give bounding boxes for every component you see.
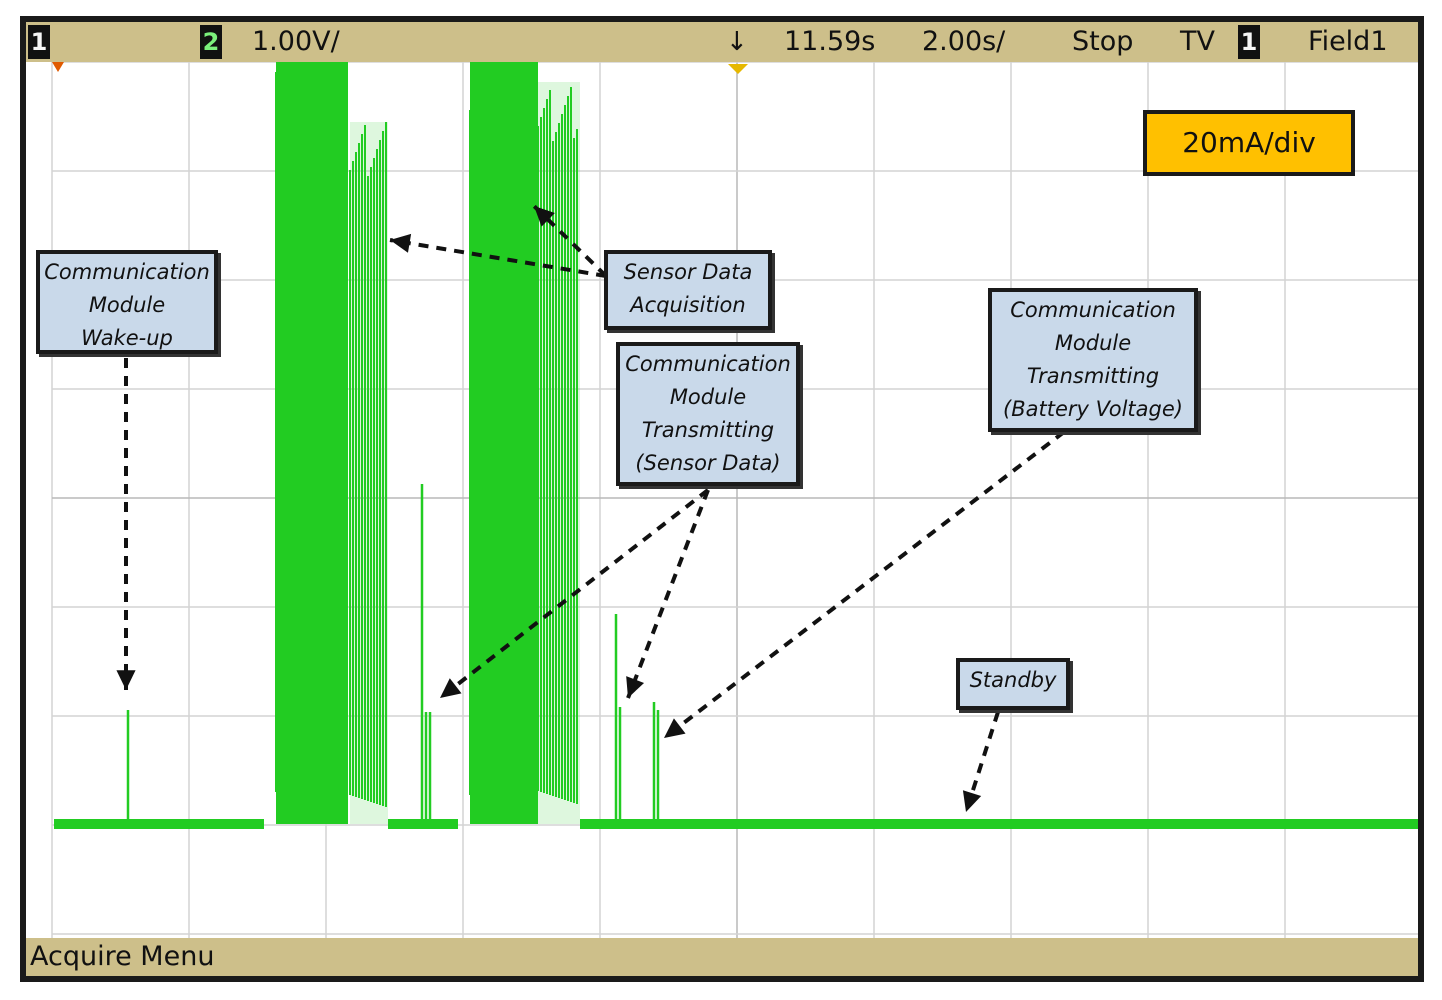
arrowhead-icon	[440, 678, 462, 698]
signal-trace	[54, 62, 1418, 829]
arrowhead-icon	[116, 670, 136, 690]
annotation-line: (Battery Voltage)	[1003, 397, 1183, 421]
arrowhead-icon	[664, 718, 686, 738]
channel-2-badge[interactable]: 2	[200, 25, 222, 59]
trigger-point-icon	[728, 64, 748, 74]
trigger-mode: TV	[1180, 26, 1215, 57]
annotation-line: Communication	[1010, 298, 1176, 322]
trace-baseline	[54, 819, 264, 829]
annotation-arrow	[389, 238, 607, 278]
waveform-screen	[26, 62, 1418, 938]
menu-bar	[26, 938, 1418, 976]
annotation-arrow	[438, 488, 710, 700]
annotation-line: Standby	[969, 668, 1057, 692]
annotation-line: Module	[669, 385, 747, 409]
annotation-arrow	[626, 489, 710, 699]
channel-1-badge[interactable]: 1	[28, 25, 50, 59]
arrowhead-icon	[534, 206, 555, 227]
time-per-div: 2.00s/	[922, 26, 1006, 57]
annotation-line: Transmitting	[641, 418, 775, 442]
annotation-arrow	[662, 430, 1066, 740]
arrowhead-icon	[962, 790, 982, 812]
current-scale-label: 20mA/div	[1143, 110, 1355, 176]
screen-background	[26, 62, 1418, 938]
ground-marker-icon	[52, 62, 64, 72]
annotation-standby: Standby	[956, 658, 1070, 710]
acquire-menu-label[interactable]: Acquire Menu	[30, 941, 215, 972]
annotation-line: Communication	[625, 352, 791, 376]
run-state[interactable]: Stop	[1072, 26, 1134, 57]
annotation-line: Sensor Data	[623, 260, 753, 284]
trigger-arrow-icon: ↓	[726, 27, 748, 57]
arrowhead-icon	[390, 233, 412, 253]
annotation-line: Transmitting	[1026, 364, 1160, 388]
arrowhead-icon	[626, 676, 645, 698]
status-bar	[26, 22, 1418, 62]
trace-baseline	[580, 819, 1418, 829]
trigger-source-badge: 1	[1238, 25, 1260, 59]
trigger-field: Field1	[1308, 26, 1388, 57]
annotation-wakeup: Communication Module Wake-up	[36, 250, 218, 354]
annotation-tx-battery: Communication Module Transmitting (Batte…	[988, 288, 1198, 432]
annotation-tx-sensor: Communication Module Transmitting (Senso…	[616, 342, 800, 486]
annotation-sensor-acquisition: Sensor Data Acquisition	[604, 250, 772, 330]
annotation-line: Wake-up	[81, 326, 173, 350]
delay-readout: 11.59s	[784, 26, 876, 57]
annotation-line: Module	[88, 293, 166, 317]
annotation-line: Communication	[44, 260, 210, 284]
annotation-line: Acquisition	[630, 293, 746, 317]
annotation-arrows	[116, 204, 1066, 813]
annotation-line: Module	[1054, 331, 1132, 355]
annotation-line: (Sensor Data)	[635, 451, 781, 475]
volts-per-div: 1.00V/	[252, 26, 340, 57]
